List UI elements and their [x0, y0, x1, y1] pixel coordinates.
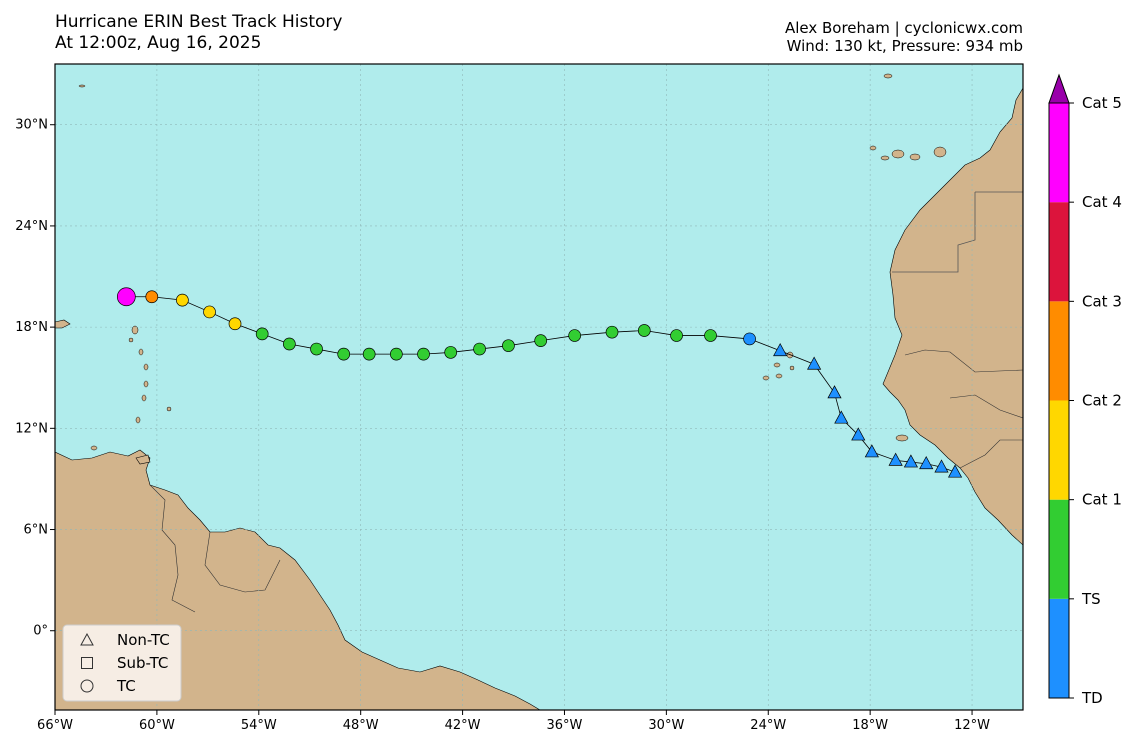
track-point-tc [203, 305, 216, 319]
track-point-tc [444, 346, 458, 359]
map-frame [54, 63, 1024, 711]
lon-tick-label: 24°W [750, 718, 786, 733]
africa-land [882, 87, 1023, 546]
track-point-tc [743, 332, 756, 346]
colorbar-label: Cat 3 [1082, 292, 1122, 310]
legend-triangle-icon [80, 632, 94, 646]
lon-tick-label: 60°W [139, 718, 175, 733]
track-point-non-tc [827, 385, 842, 399]
puerto-rico-land [55, 319, 71, 329]
symbol-legend: Non-TC Sub-TC TC [62, 624, 182, 702]
legend-label: Sub-TC [117, 654, 168, 672]
lon-tick-label: 30°W [648, 718, 684, 733]
colorbar-segment [1049, 301, 1069, 401]
colorbar-segment [1049, 103, 1069, 203]
track-point-non-tc [773, 343, 788, 357]
credit-block: Alex Boreham | cyclonicwx.com Wind: 130 … [785, 19, 1023, 55]
legend-square-icon [81, 657, 93, 669]
border-mauritania [892, 191, 1023, 273]
track-point-tc [176, 293, 189, 307]
track-point-tc [145, 290, 159, 304]
track-point-non-tc [947, 464, 963, 478]
track-point-tc [389, 347, 403, 361]
colorbar-segment [1049, 598, 1069, 698]
map-gridlines [55, 64, 1023, 710]
track-point-non-tc [834, 410, 849, 424]
colorbar-label: Cat 4 [1082, 193, 1122, 211]
track-point-tc [362, 347, 376, 361]
legend-label: TC [116, 677, 136, 695]
lat-tick-label: 12°N [15, 421, 48, 436]
track-point-tc [534, 334, 548, 347]
track-point-tc [670, 329, 683, 342]
track-point-non-tc [807, 356, 822, 370]
lon-tick-label: 66°W [37, 718, 73, 733]
lat-tick-label: 30°N [15, 118, 48, 133]
colorbar-segment [1049, 499, 1069, 599]
credit-author: Alex Boreham | cyclonicwx.com [784, 19, 1023, 37]
lon-tick-label: 54°W [241, 718, 277, 733]
colorbar-segment [1049, 202, 1069, 302]
sea-islands [78, 73, 909, 442]
lon-tick-label: 42°W [445, 718, 481, 733]
colorbar-segment [1049, 400, 1069, 500]
track-point-tc [417, 347, 430, 361]
cape-verde-islands [762, 351, 795, 381]
category-colorbar: TD TS Cat 1 Cat 2 Cat 3 Cat 4 Cat 5 [1048, 73, 1122, 707]
lon-tick-label: 18°W [852, 718, 888, 733]
track-point-non-tc [851, 427, 866, 441]
lat-tick-label: 0° [33, 624, 48, 639]
track-point-tc [255, 327, 269, 341]
track-point-non-tc [888, 452, 903, 466]
legend-circle-icon [80, 679, 94, 693]
track-point-non-tc [919, 456, 934, 470]
border-west-africa [904, 349, 1023, 469]
legend-label: Non-TC [117, 631, 170, 649]
map-subtitle: At 12:00z, Aug 16, 2025 [55, 33, 262, 53]
axis-ticks: 66°W 60°W 54°W 48°W 42°W 36°W 30°W 24°W 18°W 12°W… [15, 118, 990, 733]
lon-tick-label: 48°W [343, 718, 379, 733]
track-point-tc [337, 347, 351, 361]
track-point-tc [704, 329, 717, 342]
colorbar-label: TS [1081, 590, 1101, 608]
track-point-tc [502, 339, 515, 353]
track-point-tc [283, 337, 296, 351]
track-point-non-tc [934, 459, 949, 473]
track-point-non-tc [903, 454, 919, 468]
track-point-tc [310, 342, 323, 356]
trinidad-land [135, 454, 151, 465]
lesser-antilles [90, 325, 172, 451]
lat-tick-label: 24°N [15, 219, 48, 234]
current-position-marker [116, 287, 136, 307]
track-point-non-tc [864, 444, 879, 458]
colorbar-label: Cat 1 [1082, 491, 1122, 509]
colorbar-extend-arrow [1048, 73, 1070, 104]
track-point-tc [228, 317, 242, 331]
colorbar-label: TD [1081, 689, 1103, 707]
lat-tick-label: 18°N [15, 320, 48, 335]
track-point-tc [568, 329, 582, 342]
lon-tick-label: 36°W [547, 718, 583, 733]
track-point-tc [473, 342, 486, 356]
border-south-america [149, 484, 281, 613]
track-point-tc [637, 324, 651, 337]
track-points [116, 287, 963, 478]
track-point-tc [605, 325, 619, 339]
lat-tick-label: 6°N [24, 523, 49, 538]
map-title: Hurricane ERIN Best Track History [55, 12, 343, 32]
plot-area [55, 64, 1023, 710]
lon-tick-label: 12°W [954, 718, 990, 733]
colorbar-label: Cat 5 [1082, 94, 1122, 112]
credit-intensity: Wind: 130 kt, Pressure: 934 mb [786, 37, 1023, 55]
title-block: Hurricane ERIN Best Track History At 12:… [55, 12, 342, 54]
canary-islands [869, 145, 947, 161]
colorbar-label: Cat 2 [1082, 392, 1122, 410]
